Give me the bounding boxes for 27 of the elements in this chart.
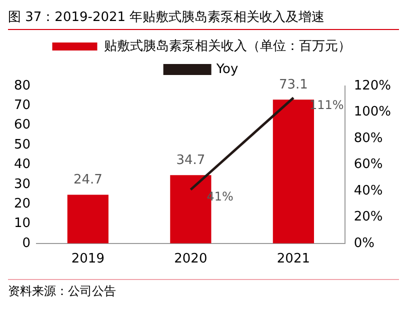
chart-title: 图 37：2019-2021 年贴敷式胰岛素泵相关收入及增速	[8, 8, 399, 30]
bar	[67, 194, 108, 244]
text: 资料来源：公司公告	[8, 279, 399, 300]
y2-tick-label: 120%	[354, 78, 392, 94]
data-label: 73.1	[278, 77, 308, 92]
y-tick-label: 10	[14, 216, 31, 232]
y2-tick-label: 100%	[354, 104, 392, 120]
y2-tick-label: 80%	[354, 130, 383, 146]
y2-tick-label: 60%	[354, 157, 383, 172]
x-tick-label: 2021	[276, 252, 310, 267]
y2-tick-label: 40%	[354, 183, 383, 198]
y-tick-label: 50	[14, 137, 31, 152]
data-label: 34.7	[176, 153, 206, 168]
data-label: 24.7	[73, 172, 102, 188]
y2-tick-label: 0%	[354, 236, 374, 251]
y-tick-label: 20	[14, 196, 31, 212]
x-tick-label: 2019	[71, 252, 104, 267]
x-tick-label: 2020	[174, 252, 208, 267]
y-tick-label: 30	[14, 176, 31, 192]
y2-tick-label: 20%	[354, 210, 383, 225]
y-tick-label: 60	[14, 118, 31, 133]
y-tick-label: 40	[14, 157, 31, 172]
y-tick-label: 80	[14, 78, 31, 94]
y-tick-label: 0	[22, 236, 31, 251]
legend-label: 贴敷式胰岛素泵相关收入（单位：百万元）	[104, 38, 351, 54]
y-tick-label: 70	[14, 98, 31, 114]
legend-label: Yoy	[215, 62, 238, 77]
